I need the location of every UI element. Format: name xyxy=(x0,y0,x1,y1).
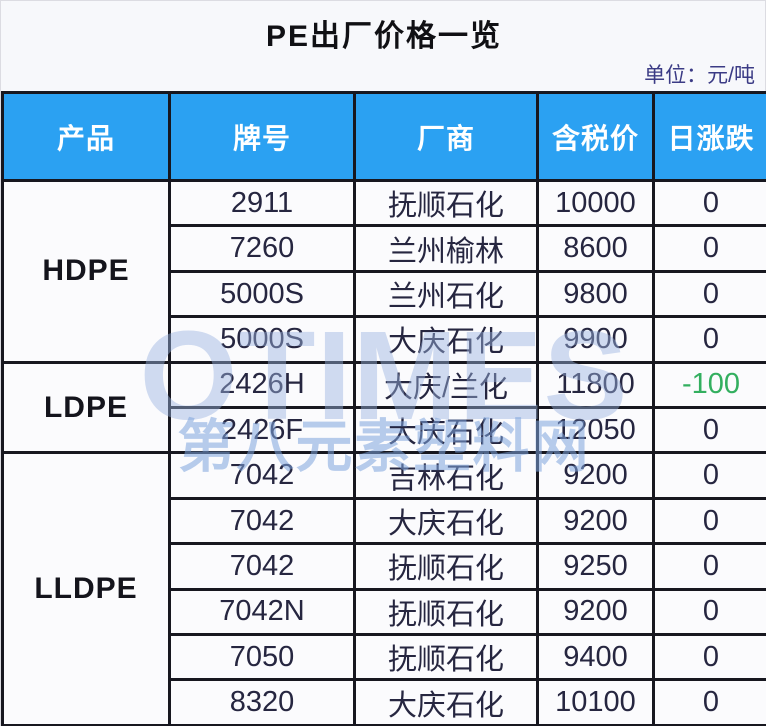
price-cell: 10100 xyxy=(536,678,655,726)
manufacturer-cell: 大庆/兰化 xyxy=(353,360,539,410)
price-cell: 9400 xyxy=(536,633,655,682)
manufacturer-cell: 大庆石化 xyxy=(353,496,539,546)
column-header-price: 含税价 xyxy=(536,91,655,182)
column-header-change: 日涨跌 xyxy=(652,91,766,182)
column-header-manufacturer: 厂商 xyxy=(353,91,539,182)
table-row: 7042N 抚顺石化 9200 0 xyxy=(3,587,766,637)
manufacturer-cell: 抚顺石化 xyxy=(353,633,539,682)
price-cell: 9200 xyxy=(536,451,655,500)
page-title: PE出厂价格一览 xyxy=(265,20,503,53)
grade-cell: 7042 xyxy=(168,451,356,500)
grade-cell: 2911 xyxy=(168,178,356,228)
column-header-grade: 牌号 xyxy=(168,91,356,182)
product-cell: LDPE xyxy=(1,360,171,455)
change-cell: 0 xyxy=(652,542,766,591)
change-cell: 0 xyxy=(652,496,766,546)
price-cell: 9900 xyxy=(536,315,655,364)
change-cell: 0 xyxy=(652,633,766,682)
table-row: 5000S 大庆石化 9900 0 xyxy=(3,315,766,364)
column-header-product: 产品 xyxy=(1,91,171,182)
manufacturer-cell: 大庆石化 xyxy=(353,678,539,726)
price-cell: 12050 xyxy=(536,406,655,455)
table-row: 5000S 兰州石化 9800 0 xyxy=(3,269,766,319)
unit-label: 单位：元/吨 xyxy=(644,64,755,87)
change-cell: -100 xyxy=(652,360,766,410)
price-cell: 9200 xyxy=(536,496,655,546)
grade-cell: 5000S xyxy=(168,269,356,319)
change-cell: 0 xyxy=(652,451,766,500)
table-row: 7260 兰州榆林 8600 0 xyxy=(3,224,766,273)
change-cell: 0 xyxy=(652,406,766,455)
change-cell: 0 xyxy=(652,587,766,637)
header-row: 产品 牌号 厂商 含税价 日涨跌 xyxy=(1,91,766,182)
manufacturer-cell: 抚顺石化 xyxy=(353,542,539,591)
change-cell: 0 xyxy=(652,678,766,726)
change-cell: 0 xyxy=(652,269,766,319)
price-cell: 9250 xyxy=(536,542,655,591)
change-cell: 0 xyxy=(652,178,766,228)
manufacturer-cell: 兰州石化 xyxy=(353,269,539,319)
table-row: 7050 抚顺石化 9400 0 xyxy=(3,633,766,682)
table-row: HDPE 2911 抚顺石化 10000 0 xyxy=(1,178,766,364)
grade-cell: 7042 xyxy=(168,496,356,546)
product-cell: LLDPE xyxy=(1,451,171,726)
price-cell: 9200 xyxy=(536,587,655,637)
grade-cell: 2426F xyxy=(168,406,356,455)
price-table: 产品 牌号 厂商 含税价 日涨跌 HDPE 2911 抚顺石化 10000 0 … xyxy=(1,91,766,726)
manufacturer-cell: 兰州榆林 xyxy=(353,224,539,273)
grade-cell: 5000S xyxy=(168,315,356,364)
grade-cell: 8320 xyxy=(168,678,356,726)
price-cell: 8600 xyxy=(536,224,655,273)
price-cell: 10000 xyxy=(536,178,655,228)
grade-cell: 7042N xyxy=(168,587,356,637)
table-row: 8320 大庆石化 10100 0 xyxy=(3,678,766,726)
grade-cell: 7042 xyxy=(168,542,356,591)
product-cell: HDPE xyxy=(1,179,171,364)
table-row: LDPE 2426H 大庆/兰化 11800 -100 xyxy=(1,360,766,455)
manufacturer-cell: 大庆石化 xyxy=(353,406,539,455)
manufacturer-cell: 抚顺石化 xyxy=(353,178,539,228)
table-row: 2426F 大庆石化 12050 0 xyxy=(3,406,766,455)
manufacturer-cell: 大庆石化 xyxy=(353,315,539,364)
price-cell: 11800 xyxy=(536,360,655,410)
grade-cell: 2426H xyxy=(168,360,356,410)
manufacturer-cell: 抚顺石化 xyxy=(353,587,539,637)
table-row: 7042 大庆石化 9200 0 xyxy=(3,496,766,546)
change-cell: 0 xyxy=(652,315,766,364)
table-row: 7042 抚顺石化 9250 0 xyxy=(3,542,766,591)
change-cell: 0 xyxy=(652,224,766,273)
grade-cell: 7050 xyxy=(168,633,356,682)
table-row: LLDPE 7042 吉林石化 9200 0 xyxy=(1,451,766,726)
price-cell: 9800 xyxy=(536,269,655,319)
manufacturer-cell: 吉林石化 xyxy=(353,451,539,500)
title-area: PE出厂价格一览 单位：元/吨 xyxy=(1,1,766,91)
grade-cell: 7260 xyxy=(168,224,356,273)
